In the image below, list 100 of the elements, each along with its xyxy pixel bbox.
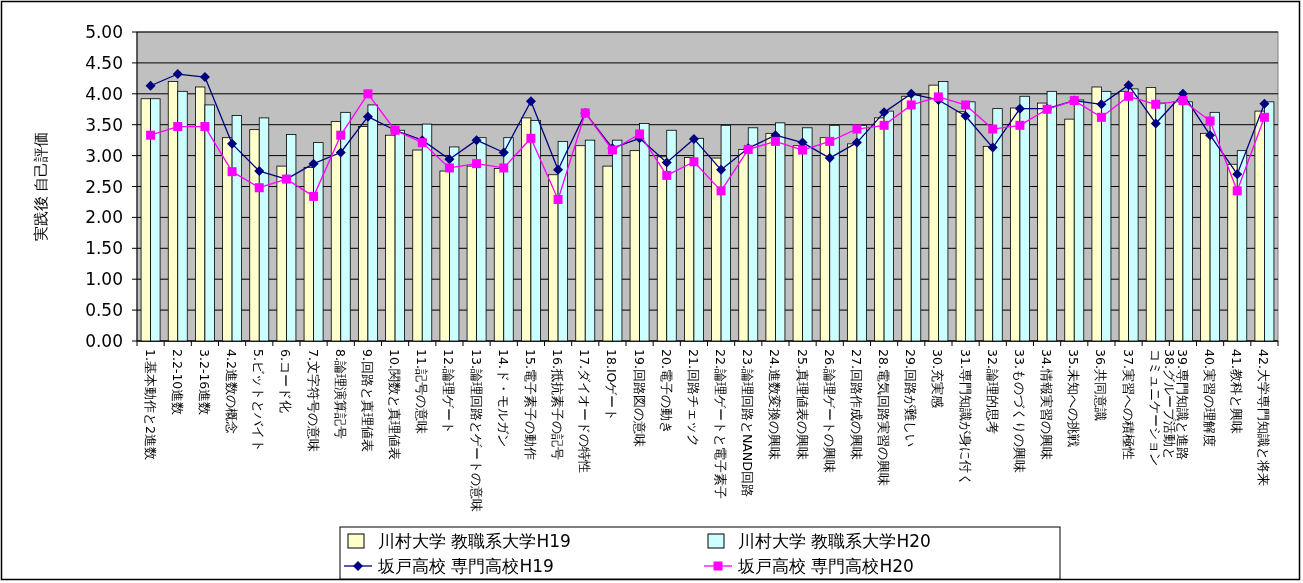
y-tick-label: 4.00 xyxy=(85,83,123,104)
x-tick-label: 22.論理ゲートと電子素子 xyxy=(713,349,729,499)
point xyxy=(798,145,808,155)
x-tick-label: 15.電子素子の動作 xyxy=(522,349,538,460)
point xyxy=(200,122,210,132)
point xyxy=(227,138,238,149)
point xyxy=(960,111,971,122)
x-tick-label: 34.情報実習の興味 xyxy=(1039,349,1055,460)
point xyxy=(471,135,482,146)
point xyxy=(1178,96,1188,106)
x-tick-label: 21.回路チェック xyxy=(685,349,701,447)
point xyxy=(688,133,699,144)
point xyxy=(363,89,373,99)
point xyxy=(1124,91,1134,101)
x-tick-label: 36.共同意識 xyxy=(1093,349,1109,421)
y-tick-label: 2.00 xyxy=(85,207,123,228)
x-tick-label: 33.ものづくりの興味 xyxy=(1011,349,1027,473)
point xyxy=(499,163,509,173)
point xyxy=(526,133,536,143)
point xyxy=(553,194,563,204)
point xyxy=(254,166,265,177)
point xyxy=(444,163,454,173)
y-tick-label: 3.50 xyxy=(85,114,123,135)
x-tick-label: 23.論理回路とNAND回路 xyxy=(740,349,756,497)
point xyxy=(146,130,156,140)
x-tick-label: 11.記号の意味 xyxy=(414,349,430,434)
point xyxy=(661,157,672,168)
x-tick-label: 19.回路図の意味 xyxy=(631,349,647,447)
point xyxy=(851,137,862,148)
point xyxy=(635,129,645,139)
point xyxy=(987,142,998,153)
x-tick-label: 13.論理回路とゲートの意味 xyxy=(468,349,484,512)
x-tick-label: 18.IOゲート xyxy=(604,349,620,422)
y-tick-label: 1.50 xyxy=(85,238,123,259)
point xyxy=(498,147,509,158)
y-tick-label: 2.50 xyxy=(85,176,123,197)
x-tick-label: 30.充実感 xyxy=(930,349,946,408)
point xyxy=(1259,112,1269,122)
x-tick-label: 3.2-16進数 xyxy=(196,349,212,416)
x-tick-label: 1.基本動作と2進数 xyxy=(142,349,158,460)
x-tick-label: 31.専門知識が身に付く xyxy=(957,349,973,486)
legend-label: 川村大学 教職系大学H20 xyxy=(738,531,931,551)
x-tick-label: 40.実習の理解度 xyxy=(1202,349,1218,447)
x-tick-label: 32.論理的思考 xyxy=(984,349,1000,434)
x-tick-label: 6.コード化 xyxy=(278,349,294,413)
point xyxy=(1151,99,1161,109)
point xyxy=(1123,80,1134,91)
x-tick-label: 35.未知への挑戦 xyxy=(1066,349,1082,447)
x-tick-label: 28.電気回路実習の興味 xyxy=(876,349,892,486)
point xyxy=(906,88,917,99)
legend-label: 川村大学 教職系大学H19 xyxy=(378,531,571,551)
x-tick-label: 41.教科と興味 xyxy=(1229,349,1245,434)
y-tick-label: 0.50 xyxy=(85,300,123,321)
point xyxy=(335,147,346,158)
x-tick-label: 29.回路が難しい xyxy=(903,349,919,447)
point xyxy=(662,170,672,180)
y-tick-label: 4.50 xyxy=(85,52,123,73)
point xyxy=(336,130,346,140)
point xyxy=(689,157,699,167)
point xyxy=(254,183,264,193)
legend-label: 坂戸高校 専門高校H20 xyxy=(737,556,914,576)
point xyxy=(1096,112,1106,122)
point xyxy=(444,154,455,165)
y-tick-label: 3.00 xyxy=(85,145,123,166)
x-tick-label: 38.グループ活動とコミュニケーション xyxy=(1147,349,1177,466)
point xyxy=(309,191,319,201)
x-tick-label: 12.論理ゲート xyxy=(441,349,457,434)
x-tick-label: 16.抵抗素子の記号 xyxy=(550,349,566,460)
point xyxy=(1232,186,1242,196)
point xyxy=(770,136,780,146)
point xyxy=(145,80,156,91)
point xyxy=(1150,118,1161,129)
point xyxy=(716,164,727,175)
point xyxy=(172,69,183,80)
point xyxy=(1232,169,1243,180)
point xyxy=(852,124,862,134)
point xyxy=(1014,103,1025,114)
x-tick-label: 4.2進数の概念 xyxy=(224,349,240,434)
x-tick-label: 8.論理演算記号 xyxy=(332,349,348,439)
point xyxy=(1259,98,1270,109)
x-tick-label: 39.専門知識と進路 xyxy=(1174,349,1190,460)
x-tick-label: 37.実習への積極性 xyxy=(1120,349,1136,460)
point xyxy=(879,107,890,118)
x-tick-label: 27.回路作成の興味 xyxy=(848,349,864,460)
point xyxy=(227,167,237,177)
point xyxy=(961,100,971,110)
x-tick-label: 2.2-10進数 xyxy=(169,349,185,416)
legend-label: 坂戸高校 専門高校H19 xyxy=(377,556,554,576)
y-tick-label: 5.00 xyxy=(85,22,123,42)
x-tick-label: 42.大学専門知識と将来 xyxy=(1256,349,1272,486)
point xyxy=(716,186,726,196)
point xyxy=(1096,99,1107,110)
point xyxy=(553,164,564,175)
x-tick-label: 24.進数変換の興味 xyxy=(767,349,783,460)
point xyxy=(1205,130,1216,141)
x-tick-label: 9.回路と真理値表 xyxy=(359,349,375,452)
point xyxy=(1205,116,1215,126)
point xyxy=(199,72,210,83)
point xyxy=(173,122,183,132)
point xyxy=(825,136,835,146)
